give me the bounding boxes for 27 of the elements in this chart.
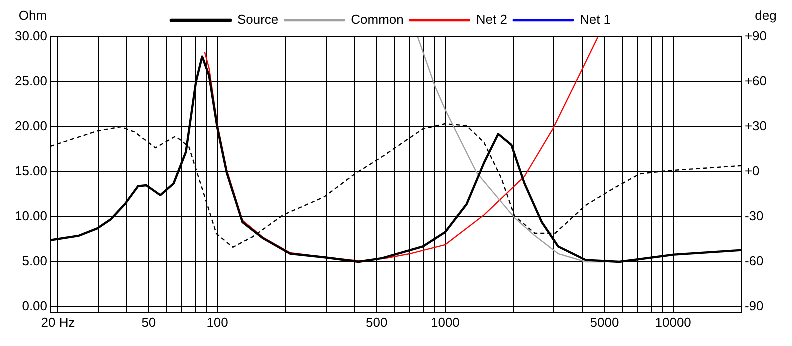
y2-tick-label: +60 — [744, 74, 768, 89]
y2-tick-label: +90 — [744, 28, 768, 44]
y-tick-label: 5.00 — [22, 254, 48, 269]
y-tick-label: 10.00 — [14, 208, 48, 224]
legend-label: Source — [237, 12, 279, 28]
y-tick-label: 25.00 — [14, 74, 48, 89]
y2-tick-label: -90 — [744, 298, 764, 314]
y-tick-label: 0.00 — [22, 298, 48, 314]
x-tick-label: 500 — [366, 314, 388, 330]
x-tick-label: 100 — [206, 314, 228, 330]
legend-label: Net 2 — [476, 12, 508, 28]
x-tick-label: 10000 — [655, 314, 692, 330]
x-tick-label: 1000 — [430, 314, 460, 330]
y-axis-title: Ohm — [18, 8, 48, 24]
y2-tick-label: -30 — [744, 208, 764, 224]
y-tick-label: 30.00 — [14, 28, 48, 44]
legend-label: Common — [351, 12, 404, 28]
y2-tick-label: +0 — [744, 164, 760, 179]
y2-axis-title: deg — [755, 8, 777, 24]
legend-label: Net 1 — [580, 12, 612, 28]
x-tick-label: 5000 — [590, 314, 620, 330]
y-tick-label: 20.00 — [14, 118, 48, 134]
x-tick-label: 50 — [142, 314, 156, 330]
y-tick-label: 15.00 — [14, 164, 48, 179]
y2-tick-label: -60 — [744, 254, 764, 269]
y2-tick-label: +30 — [744, 118, 768, 134]
x-tick-label: 20 Hz — [41, 314, 76, 330]
